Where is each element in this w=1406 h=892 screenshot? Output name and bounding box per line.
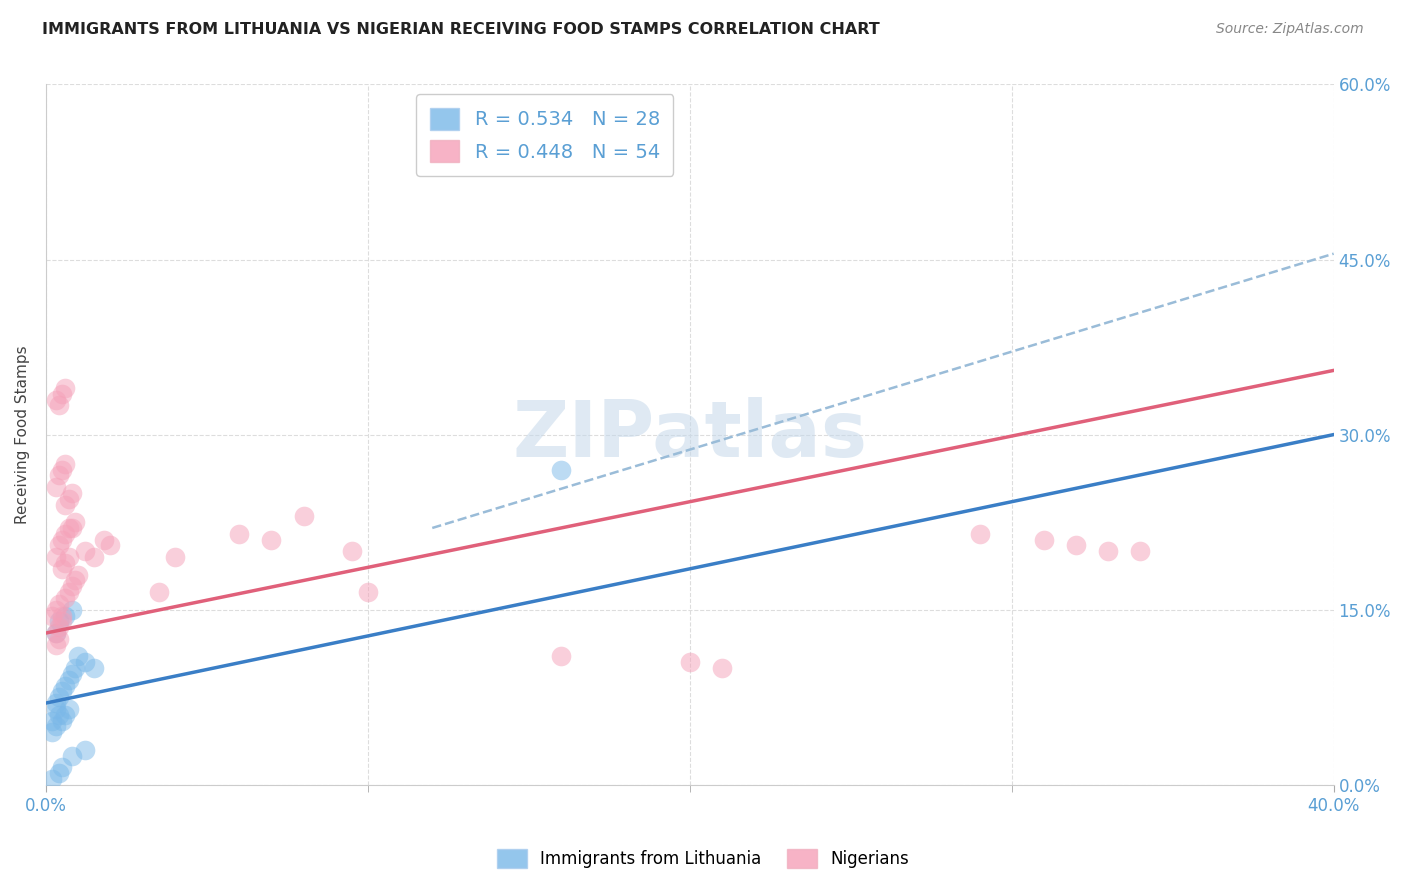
Text: Source: ZipAtlas.com: Source: ZipAtlas.com	[1216, 22, 1364, 37]
Point	[45, 550, 67, 565]
Point	[53, 457, 76, 471]
Point	[53, 591, 76, 605]
Point	[550, 649, 572, 664]
Point	[340, 544, 363, 558]
Point	[51, 714, 73, 728]
Point	[60, 486, 83, 500]
Point	[45, 626, 67, 640]
Point	[73, 655, 96, 669]
Point	[67, 567, 90, 582]
Point	[53, 707, 76, 722]
Point	[550, 462, 572, 476]
Point	[48, 597, 70, 611]
Point	[679, 655, 702, 669]
Point	[48, 468, 70, 483]
Point	[60, 602, 83, 616]
Point	[51, 760, 73, 774]
Point	[41, 772, 63, 786]
Point	[41, 725, 63, 739]
Point	[58, 521, 80, 535]
Point	[45, 480, 67, 494]
Point	[51, 386, 73, 401]
Point	[63, 661, 86, 675]
Point	[45, 702, 67, 716]
Text: ZIPatlas: ZIPatlas	[512, 397, 868, 473]
Point	[45, 392, 67, 407]
Point	[51, 608, 73, 623]
Point	[45, 638, 67, 652]
Point	[51, 684, 73, 698]
Point	[357, 585, 380, 599]
Point	[98, 539, 121, 553]
Point	[48, 620, 70, 634]
Point	[48, 690, 70, 705]
Point	[1064, 539, 1087, 553]
Point	[41, 714, 63, 728]
Point	[148, 585, 170, 599]
Point	[292, 509, 315, 524]
Point	[83, 550, 105, 565]
Point	[45, 719, 67, 733]
Point	[45, 696, 67, 710]
Point	[163, 550, 186, 565]
Point	[48, 399, 70, 413]
Point	[48, 707, 70, 722]
Point	[48, 766, 70, 780]
Point	[53, 381, 76, 395]
Point	[51, 615, 73, 629]
Point	[53, 526, 76, 541]
Point	[58, 491, 80, 506]
Point	[58, 702, 80, 716]
Point	[53, 608, 76, 623]
Point	[51, 533, 73, 547]
Legend: R = 0.534   N = 28, R = 0.448   N = 54: R = 0.534 N = 28, R = 0.448 N = 54	[416, 95, 673, 176]
Point	[1097, 544, 1119, 558]
Text: IMMIGRANTS FROM LITHUANIA VS NIGERIAN RECEIVING FOOD STAMPS CORRELATION CHART: IMMIGRANTS FROM LITHUANIA VS NIGERIAN RE…	[42, 22, 880, 37]
Point	[48, 632, 70, 646]
Point	[67, 649, 90, 664]
Point	[228, 526, 250, 541]
Point	[45, 602, 67, 616]
Point	[60, 748, 83, 763]
Point	[51, 462, 73, 476]
Point	[83, 661, 105, 675]
Point	[73, 743, 96, 757]
Point	[1129, 544, 1152, 558]
Point	[93, 533, 115, 547]
Point	[53, 679, 76, 693]
Point	[711, 661, 734, 675]
Point	[63, 574, 86, 588]
Point	[58, 550, 80, 565]
Point	[41, 608, 63, 623]
Point	[63, 515, 86, 529]
Point	[53, 556, 76, 570]
Point	[58, 585, 80, 599]
Y-axis label: Receiving Food Stamps: Receiving Food Stamps	[15, 345, 30, 524]
Point	[53, 498, 76, 512]
Point	[60, 579, 83, 593]
Point	[60, 666, 83, 681]
Point	[45, 626, 67, 640]
Point	[1032, 533, 1054, 547]
Point	[51, 562, 73, 576]
Legend: Immigrants from Lithuania, Nigerians: Immigrants from Lithuania, Nigerians	[491, 843, 915, 875]
Point	[73, 544, 96, 558]
Point	[48, 615, 70, 629]
Point	[260, 533, 283, 547]
Point	[58, 673, 80, 687]
Point	[48, 539, 70, 553]
Point	[60, 521, 83, 535]
Point	[969, 526, 991, 541]
